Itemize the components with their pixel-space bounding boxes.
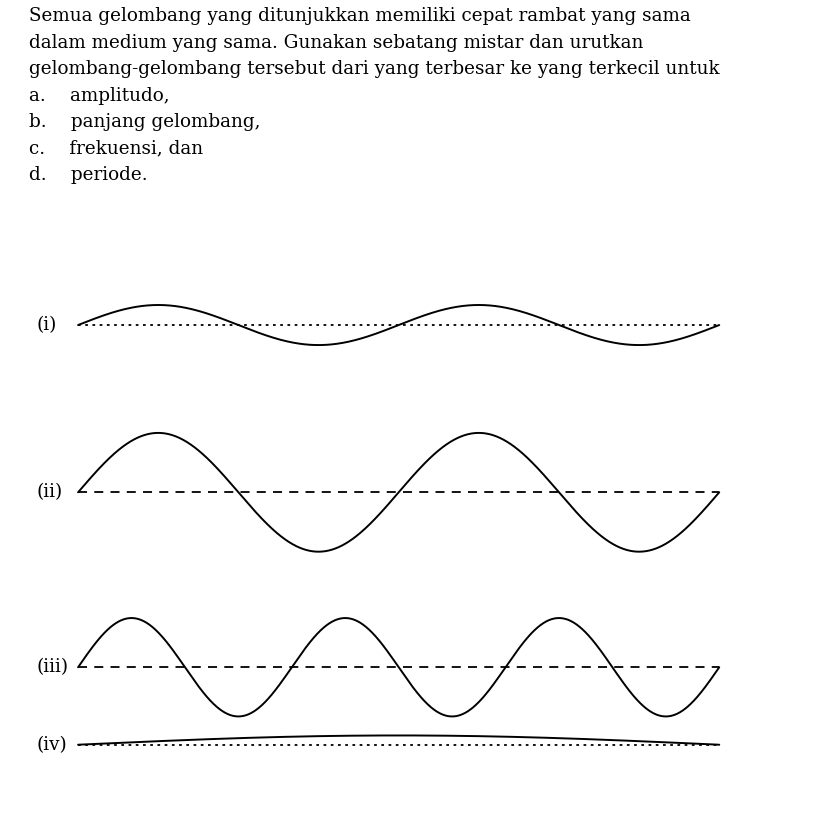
Text: (iv): (iv) [37,736,67,753]
Text: Semua gelombang yang ditunjukkan memiliki cepat rambat yang sama
dalam medium ya: Semua gelombang yang ditunjukkan memilik… [29,7,719,183]
Text: (i): (i) [37,316,58,334]
Text: (ii): (ii) [37,483,63,501]
Text: (iii): (iii) [37,658,69,676]
